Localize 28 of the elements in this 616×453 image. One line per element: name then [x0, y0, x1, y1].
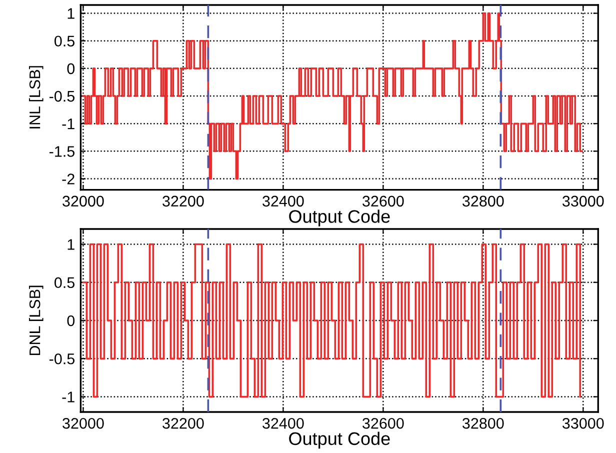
y-axis-title: INL [LSB]: [29, 66, 44, 128]
y-tick-label: 0: [67, 63, 75, 74]
y-tick-label: -0.5: [49, 353, 74, 364]
y-tick-label: 0: [67, 315, 75, 326]
y-tick-label: 1: [68, 239, 74, 250]
x-tick-label: 32800: [462, 418, 504, 429]
y-tick-label: 1: [68, 8, 74, 19]
y-tick-label: -1: [62, 392, 74, 402]
x-tick-label: 32400: [262, 418, 304, 429]
x-tick-label: 32000: [62, 196, 104, 207]
x-tick-label: 32000: [62, 418, 104, 429]
x-tick-label: 33000: [562, 196, 604, 207]
x-tick-label: 32600: [362, 196, 404, 207]
y-tick-label: -1: [62, 118, 74, 130]
x-axis-title: Output Code: [289, 210, 390, 226]
x-tick-label: 32200: [162, 418, 204, 429]
y-axis-title: DNL [LSB]: [29, 286, 44, 356]
y-tick-label: -2: [62, 174, 74, 184]
y-tick-label: -0.5: [49, 90, 74, 102]
y-tick-label: 0.5: [54, 277, 74, 288]
y-tick-label: 0.5: [54, 36, 74, 47]
x-tick-label: 32800: [462, 196, 504, 207]
x-tick-label: 32400: [262, 196, 304, 207]
x-tick-label: 33000: [562, 418, 604, 429]
x-tick-label: 32600: [362, 418, 404, 429]
y-tick-label: -1.5: [49, 146, 74, 157]
x-tick-label: 32200: [162, 196, 204, 207]
x-axis-title: Output Code: [289, 432, 390, 449]
